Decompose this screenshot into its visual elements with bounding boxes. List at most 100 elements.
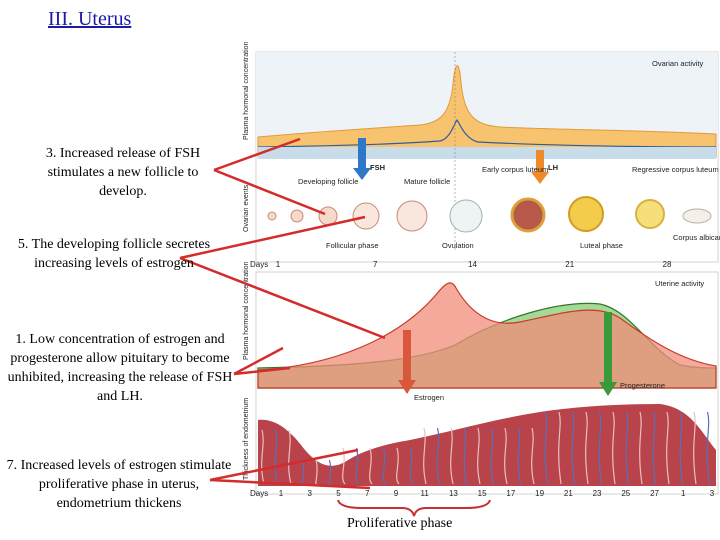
follicle-4 [352,202,380,230]
follicle-2 [290,209,304,223]
fsh-arrow-head [353,168,371,180]
gland-14 [450,427,454,485]
ovarian-blue-band [258,147,716,159]
progesterone-arrow-shaft [604,312,612,382]
lh-label: LH [548,163,558,172]
annotation-arrows [179,137,386,490]
ovarian-days-axis: 1 7 14 21 28 [276,260,672,269]
uterine-day-9: 19 [535,489,544,498]
follicular-phase-label: Follicular phase [326,241,379,250]
gland-0 [261,429,265,485]
proliferative-phase-label: Proliferative phase [347,516,453,531]
proliferative-bracket [337,499,491,517]
gland-31 [679,411,684,485]
arrow-n3-to-follicle [213,168,326,216]
gland-24 [585,411,589,485]
gland-18 [504,427,508,485]
gland-7 [355,447,359,485]
uterine-axis-label: Plasma hormonal concentration [243,261,250,360]
uterine-day-11: 23 [593,489,602,498]
slide-title: III. Uterus [48,8,132,30]
uterine-day-7: 15 [478,489,487,498]
gland-26 [612,411,616,485]
arrow-n1-to-low-b [233,366,291,376]
endometrium-layer [258,404,716,486]
ovarian-axis-label: Plasma hormonal concentration [243,41,250,140]
gland-13 [436,427,441,485]
gland-23 [571,411,576,485]
gland-30 [666,411,670,485]
follicle-5 [396,200,428,232]
progesterone-label: Progesterone [620,381,665,390]
developing-follicle-text: Developing follicle [298,177,358,186]
estrogen-arrow-shaft [403,330,411,380]
follicle-6 [449,199,483,233]
corpus-luteum-1 [510,197,546,233]
gland-27 [625,411,630,485]
uterine-panel-title: Uterine activity [655,279,704,288]
estrogen-arrow-head [398,380,416,394]
gland-12 [423,427,427,485]
note-7: 7. Increased levels of estrogen stimulat… [6,458,232,511]
arrow-n3-to-curve [213,137,301,172]
ovarian-panel-title: Ovarian activity [652,59,704,68]
follicle-sequence [267,196,712,233]
estrogen-label: Estrogen [414,393,444,402]
uterine-day-2: 5 [336,489,341,498]
ovulation-label: Ovulation [442,241,474,250]
gland-1 [274,429,279,485]
ovarian-day-4: 28 [663,260,672,269]
uterine-day-0: 1 [279,489,284,498]
lh-inner-curve [257,118,717,148]
gland-19 [517,427,522,485]
uterine-day-3: 7 [365,489,370,498]
fsh-arrow-shaft [358,138,366,168]
arrow-n7-to-endo-b [209,478,371,490]
ovarian-day-2: 14 [468,260,477,269]
ovarian-day-3: 21 [565,260,574,269]
gland-25 [598,411,603,485]
arrow-n5-to-estrogen [179,256,386,340]
corpus-luteum-3 [635,199,665,229]
follicle-3 [318,206,338,226]
early-corpus-luteum-label: Early corpus luteum [482,165,548,174]
uterine-day-5: 11 [421,489,430,498]
progesterone-arrow-head [599,382,617,396]
lh-arrow-shaft [536,150,544,172]
corpus-luteum-2 [568,196,604,232]
fsh-label: FSH [370,163,385,172]
arrow-n5-to-follicle [179,215,366,260]
uterine-days-axis: 1 3 5 7 9 11 13 15 17 19 21 23 25 27 1 3 [279,489,715,498]
ovarian-day-1: 7 [373,260,378,269]
regressive-corpus-luteum-label: Regressive corpus luteum [632,165,719,174]
ovarian-day-0: 1 [276,260,281,269]
lh-arrow-head [531,172,549,184]
uterine-day-10: 21 [564,489,573,498]
fsh-lh-curve [257,65,717,158]
uterine-day-4: 9 [394,489,399,498]
gland-22 [558,411,562,485]
gland-17 [490,427,495,485]
uterine-day-13: 27 [650,489,659,498]
gland-16 [477,427,481,485]
gland-32 [693,411,697,485]
uterine-days-label: Days [250,489,268,498]
estrogen-curve [257,282,717,389]
uterine-day-15: 3 [710,489,715,498]
note-5: 5. The developing follicle secretes incr… [17,237,211,271]
uterine-day-12: 25 [621,489,630,498]
note-3: 3. Increased release of FSH stimulates a… [45,146,201,199]
gland-10 [396,447,400,485]
uterine-day-8: 17 [506,489,515,498]
uterine-day-14: 1 [681,489,686,498]
gland-8 [369,447,373,485]
mature-follicle-label: Mature follicle [404,177,450,186]
arrow-n7-to-endo-a [209,448,359,482]
gland-2 [288,429,292,485]
gland-21 [544,411,549,485]
gland-20 [531,427,535,485]
gland-28 [639,411,643,485]
gland-11 [409,447,413,485]
follicle-1 [267,211,277,221]
